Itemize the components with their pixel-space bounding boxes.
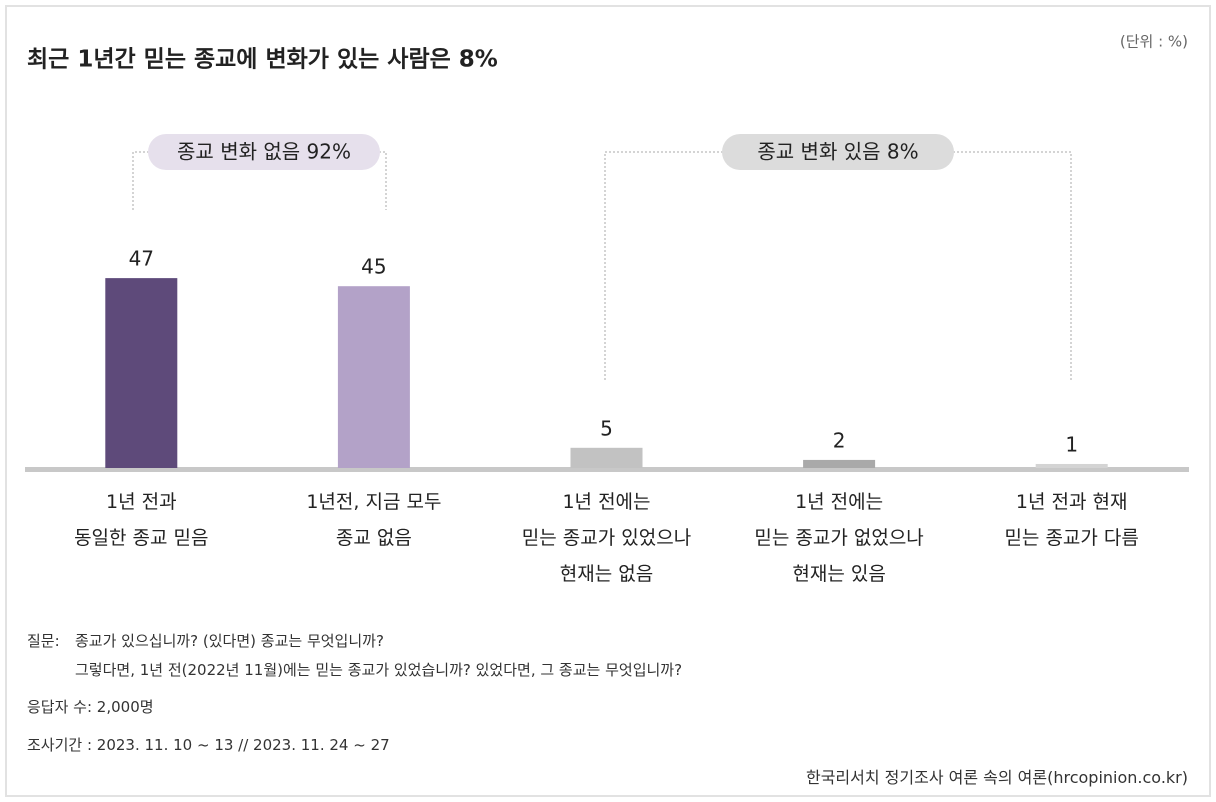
- respondents: 응답자 수: 2,000명: [27, 698, 154, 716]
- value-label: 47: [129, 247, 154, 271]
- x-tick-label: 1년 전과 현재 믿는 종교가 다름: [1004, 491, 1139, 549]
- bracket: [132, 151, 1072, 380]
- x-tick-label: 1년 전에는 믿는 종교가 없었으나 현재는 있음: [754, 491, 924, 585]
- value-label: 45: [361, 255, 386, 279]
- frame: [5, 5, 1211, 797]
- chart-title: 최근 1년간 믿는 종교에 변화가 있는 사람은 8%: [27, 47, 498, 73]
- x-tick-label: 1년 전에는 믿는 종교가 있었으나 현재는 없음: [521, 491, 692, 585]
- value-label: 2: [833, 428, 846, 452]
- baseline: [25, 467, 1189, 472]
- x-tick-label: 1년전, 지금 모두 종교 없음: [306, 491, 442, 549]
- period: 조사기간 : 2023. 11. 10 ~ 13 // 2023. 11. 24…: [27, 736, 390, 754]
- bar: [105, 278, 178, 468]
- bar: [1035, 463, 1108, 468]
- unit: (단위 : %): [1120, 33, 1188, 51]
- source: 한국리서치 정기조사 여론 속의 여론(hrcopinion.co.kr): [805, 768, 1188, 787]
- bar: [803, 459, 876, 468]
- question-label: 질문:: [27, 632, 60, 650]
- group-pill: [148, 134, 380, 170]
- group-label: 종교 변화 있음 8%: [757, 140, 918, 164]
- question: 종교가 있으십니까? (있다면) 종교는 무엇입니까?: [75, 632, 384, 650]
- x-tick-label: 1년 전과 동일한 종교 믿음: [74, 491, 209, 549]
- question: 그렇다면, 1년 전(2022년 11월)에는 믿는 종교가 있었습니까? 있었…: [75, 661, 683, 679]
- bar: [570, 447, 643, 468]
- value-label: 5: [600, 416, 613, 440]
- bar: [337, 286, 410, 468]
- value-label: 1: [1065, 432, 1078, 456]
- group-label: 종교 변화 없음 92%: [177, 140, 351, 164]
- group-pill: [722, 134, 954, 170]
